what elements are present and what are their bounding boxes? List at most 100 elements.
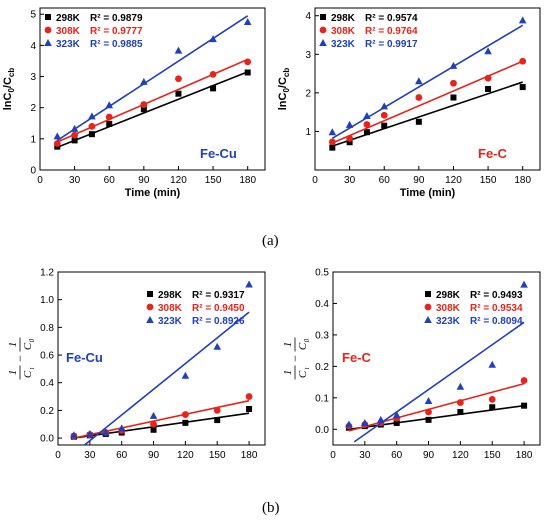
series-308K: [53, 58, 252, 147]
x-tick-label: 120: [452, 450, 469, 461]
legend-r2: R² = 0.9885: [90, 39, 143, 50]
series-308K: [328, 57, 527, 146]
chart-top-left: 0 30 60 90 120 150 180 0 1 2 3 4 5 298K R² = 0.9879 308…: [2, 7, 266, 199]
point-323K: [345, 420, 353, 428]
point-308K: [209, 70, 217, 78]
y-tick-label: 1.0: [40, 295, 54, 306]
frac-numerator: 1: [282, 370, 294, 376]
chart-top-right: 0 30 60 90 120 150 180 1 2 3 4 298K R² = 0.9574 308K R…: [277, 7, 541, 199]
x-tick-label: 30: [359, 450, 371, 461]
legend-label: 323K: [56, 39, 81, 50]
y-tick-label: 0.3: [315, 330, 329, 341]
legend-r2: R² = 0.8926: [192, 316, 245, 327]
y-axis-label: lnC0/Ccb: [277, 68, 291, 111]
x-tick-label: 0: [312, 175, 318, 186]
x-tick-label: 180: [241, 450, 258, 461]
legend-label: 308K: [436, 303, 461, 314]
x-tick-label: 60: [104, 175, 116, 186]
legend-marker-323K: [319, 39, 327, 46]
point-298K: [415, 118, 422, 125]
x-tick-label: 90: [423, 450, 435, 461]
point-323K: [424, 396, 433, 404]
legend-marker-298K: [147, 291, 153, 297]
point-298K: [393, 419, 400, 426]
legend-label: 298K: [158, 290, 183, 301]
fit-line-308K: [348, 382, 525, 432]
point-298K: [521, 402, 528, 409]
y-tick-label: 2: [305, 88, 311, 99]
x-tick-label: 180: [516, 450, 533, 461]
point-323K: [518, 16, 527, 24]
point-298K: [363, 129, 370, 136]
point-298K: [175, 90, 182, 97]
legend-r2: R² = 0.9534: [470, 303, 523, 314]
point-298K: [457, 408, 464, 415]
fit-line-323K: [56, 15, 249, 142]
series-323K: [53, 15, 252, 142]
frac-denominator: C: [22, 342, 34, 350]
plot-frame: [39, 7, 266, 171]
legend-marker-308K: [44, 26, 52, 34]
x-axis-label: Time (min): [125, 187, 181, 199]
legend: 298K R² = 0.9574 308K R² = 0.9764 323K R² = 0…: [319, 13, 418, 50]
x-tick-label: 180: [514, 175, 531, 186]
point-298K: [425, 416, 432, 423]
point-323K: [105, 101, 114, 109]
frac-numerator: 1: [7, 370, 19, 376]
point-323K: [363, 112, 371, 119]
inset-label: Fe-Cu: [200, 146, 237, 161]
legend-label: 308K: [158, 303, 183, 314]
legend-r2: R² = 0.9574: [365, 13, 418, 24]
point-308K: [415, 94, 423, 101]
y-axis-label: 1 Ct−1 C0: [282, 337, 311, 380]
y-tick-label: 0.2: [315, 362, 329, 373]
y-tick-label: 0.4: [40, 378, 54, 389]
legend: 298K R² = 0.9493 308K R² = 0.9534 323K R² = 0…: [424, 290, 523, 327]
y-tick-label: 0.5: [315, 268, 329, 279]
frac-denominator: C: [22, 370, 34, 378]
y-tick-label: 1: [30, 134, 36, 145]
point-323K: [70, 431, 78, 439]
point-308K: [456, 399, 464, 406]
y-axis-label: 1 Ct−1 C0: [7, 337, 36, 380]
point-308K: [519, 57, 527, 65]
plot-frame: [314, 7, 541, 171]
point-298K: [88, 131, 95, 138]
y-tick-label: 0.8: [40, 323, 54, 334]
x-tick-label: 120: [170, 175, 187, 186]
legend-r2: R² = 0.8094: [470, 316, 523, 327]
frac-subscript: t: [28, 366, 36, 369]
legend-marker-323K: [146, 316, 154, 323]
legend-label: 308K: [331, 26, 356, 37]
x-axis-label: Time (min): [400, 187, 456, 199]
y-tick-label: 2: [30, 103, 36, 114]
point-308K: [425, 408, 432, 416]
legend-marker-308K: [424, 303, 432, 311]
frac-subscript: 0: [28, 338, 36, 342]
x-tick-label: 60: [116, 450, 128, 461]
legend-label: 298K: [436, 290, 461, 301]
y-tick-label: 0.1: [315, 393, 329, 404]
point-308K: [150, 420, 157, 428]
x-tick-label: 150: [205, 175, 222, 186]
inset-label: Fe-Cu: [66, 350, 103, 365]
legend-label: 308K: [56, 26, 81, 37]
point-308K: [105, 113, 113, 121]
point-308K: [88, 122, 96, 130]
legend-marker-323K: [44, 39, 52, 46]
point-323K: [86, 429, 94, 437]
x-tick-label: 150: [484, 450, 501, 461]
y-tick-label: 4: [30, 41, 36, 52]
point-298K: [450, 94, 457, 101]
point-298K: [485, 86, 492, 92]
x-tick-label: 0: [37, 175, 43, 186]
point-298K: [381, 122, 388, 129]
point-308K: [140, 101, 148, 108]
fit-line-308K: [56, 58, 249, 143]
inset-label: Fe-C: [478, 146, 508, 161]
point-308K: [181, 411, 189, 418]
y-tick-label: 1.2: [40, 268, 54, 279]
frac-subscript: 0: [303, 338, 311, 342]
point-323K: [88, 112, 96, 120]
